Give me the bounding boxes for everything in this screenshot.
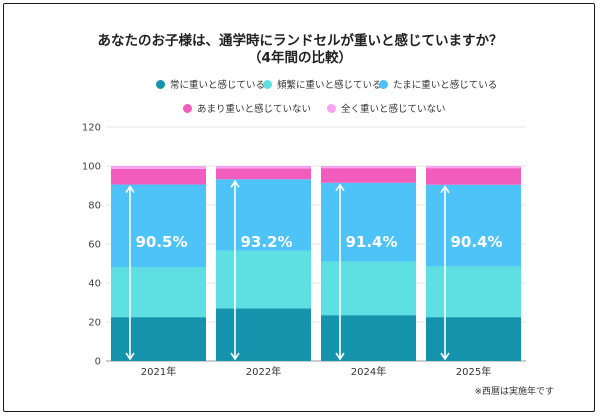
legend-label-rarely: あまり重いと感じていない <box>197 104 312 115</box>
annotation-label: 90.5% <box>135 233 187 251</box>
bar-segment <box>216 166 311 169</box>
y-tick-label: 120 <box>82 123 101 134</box>
legend-swatch-never <box>327 104 336 113</box>
bar-segment <box>426 168 521 185</box>
annotation-arrowhead-bottom <box>440 352 450 361</box>
y-tick-label: 20 <box>88 318 101 329</box>
bar-segment <box>216 168 311 180</box>
bar-segment <box>216 308 311 361</box>
bar-segment <box>321 166 416 169</box>
y-tick-label: 60 <box>88 240 101 251</box>
bar-segment <box>321 315 416 361</box>
bar-segment <box>111 166 206 169</box>
bar-segment <box>321 261 416 316</box>
legend-swatch-sometimes <box>379 80 388 89</box>
bar-segment <box>321 168 416 183</box>
annotation-arrowhead-top <box>335 183 345 192</box>
legend-swatch-rarely <box>183 104 192 113</box>
annotation-arrowhead-bottom <box>230 352 240 361</box>
bar-segment <box>216 250 311 309</box>
bar-segment <box>321 182 416 262</box>
y-tick-label: 40 <box>88 279 101 290</box>
legend-item-always: 常に重いと感じている <box>156 77 265 91</box>
legend-item-never: 全く重いと感じていない <box>327 101 446 115</box>
bar-segment <box>111 267 206 318</box>
x-tick-label: 2021年 <box>141 365 176 378</box>
y-tick-label: 100 <box>82 162 101 173</box>
bar-segment <box>111 168 206 185</box>
bar-segment <box>426 166 521 169</box>
annotation-label: 93.2% <box>240 233 292 251</box>
x-tick-label: 2022年 <box>246 365 281 378</box>
legend-swatch-always <box>156 80 165 89</box>
bar-segment <box>111 317 206 361</box>
chart-subtitle: （4年間の比較） <box>248 50 352 66</box>
bar-segment <box>111 184 206 268</box>
annotation-arrowhead-top <box>125 185 135 193</box>
legend-label-always: 常に重いと感じている <box>170 80 266 91</box>
legend-item-rarely: あまり重いと感じていない <box>183 101 311 115</box>
bar-segment <box>216 179 311 251</box>
y-tick-label: 0 <box>95 357 101 368</box>
legend-label-never: 全く重いと感じていない <box>341 104 446 115</box>
legend-item-sometimes: たまに重いと感じている <box>379 77 497 91</box>
annotation-arrowhead-bottom <box>335 352 345 361</box>
bar-segment <box>426 184 521 267</box>
bar-segment <box>426 317 521 361</box>
x-tick-label: 2025年 <box>456 365 491 378</box>
annotation-label: 91.4% <box>345 233 397 251</box>
y-tick-label: 80 <box>88 201 101 212</box>
chart-title: あなたのお子様は、通学時にランドセルが重いと感じていますか？ <box>97 33 503 49</box>
annotation-label: 90.4% <box>450 233 502 251</box>
footnote: ※西暦は実施年です <box>474 387 554 397</box>
annotation-arrowhead-bottom <box>125 352 135 361</box>
legend-item-frequent: 頻繁に重いと感じている <box>263 77 382 91</box>
legend-label-frequent: 頻繁に重いと感じている <box>277 80 382 91</box>
legend-swatch-frequent <box>263 80 272 89</box>
legend-label-sometimes: たまに重いと感じている <box>393 80 498 91</box>
annotation-arrowhead-top <box>440 185 450 194</box>
annotation-arrowhead-top <box>230 179 240 188</box>
bar-segment <box>426 266 521 318</box>
x-tick-label: 2024年 <box>351 365 386 378</box>
